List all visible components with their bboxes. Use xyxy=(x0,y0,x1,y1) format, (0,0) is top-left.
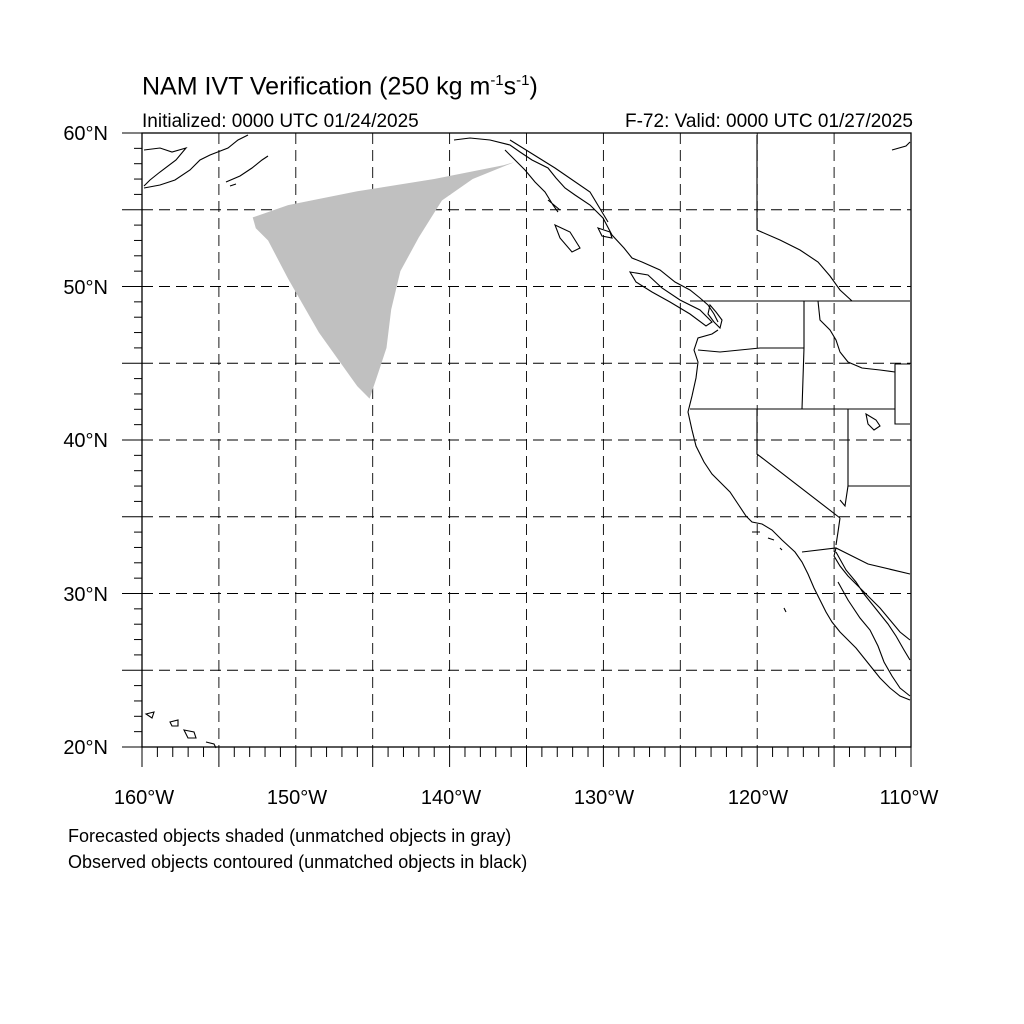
alaska-interior-border xyxy=(509,139,609,223)
axis-ticks xyxy=(122,132,912,767)
us-mexico-border xyxy=(801,547,911,575)
lon-label-120w: 120°W xyxy=(727,787,789,809)
vancouver-island-detail xyxy=(707,303,723,330)
hawaii-islands xyxy=(144,711,217,749)
gridlines xyxy=(142,133,911,747)
az-border xyxy=(835,485,849,546)
wa-or-border xyxy=(697,347,804,353)
baja-gulf-coastline xyxy=(833,547,911,661)
lat-label-30: 30°N xyxy=(63,584,108,606)
forecast-object-unmatched xyxy=(252,162,515,399)
great-salt-lake xyxy=(865,412,881,431)
idaho-border xyxy=(801,300,896,410)
initialized-label: Initialized: 0000 UTC 01/24/2025 xyxy=(142,111,419,132)
lat-label-60: 60°N xyxy=(63,123,108,145)
lon-label-110w: 110°W xyxy=(879,787,939,809)
chart-title: NAM IVT Verification (250 kg m-1s-1) xyxy=(142,72,538,101)
us-west-coastline xyxy=(687,329,911,701)
alaska-islands xyxy=(504,149,713,327)
lon-label-140w: 140°W xyxy=(420,787,482,809)
lon-label-150w: 150°W xyxy=(266,787,328,809)
mexico-mainland-coastline xyxy=(837,581,911,697)
channel-islands xyxy=(752,531,787,613)
lat-label-20: 20°N xyxy=(63,737,108,759)
alaska-bc-coastline xyxy=(453,137,719,323)
lat-label-40: 40°N xyxy=(63,430,108,452)
lat-label-50: 50°N xyxy=(63,277,108,299)
nv-ut-border xyxy=(847,409,910,487)
ca-nv-border xyxy=(756,409,841,519)
canada-interior xyxy=(756,135,911,302)
legend-forecast: Forecasted objects shaded (unmatched obj… xyxy=(68,826,512,846)
legend-observed: Observed objects contoured (unmatched ob… xyxy=(68,852,528,872)
coastlines-and-borders xyxy=(143,134,911,749)
lon-label-160w: 160°W xyxy=(113,787,175,809)
valid-time-label: F-72: Valid: 0000 UTC 01/27/2025 xyxy=(625,111,913,132)
lon-label-130w: 130°W xyxy=(573,787,635,809)
map-frame xyxy=(141,132,912,748)
nevada-dot xyxy=(756,453,759,457)
wy-border xyxy=(894,363,910,425)
alaska-peninsula-coastline xyxy=(143,134,269,189)
